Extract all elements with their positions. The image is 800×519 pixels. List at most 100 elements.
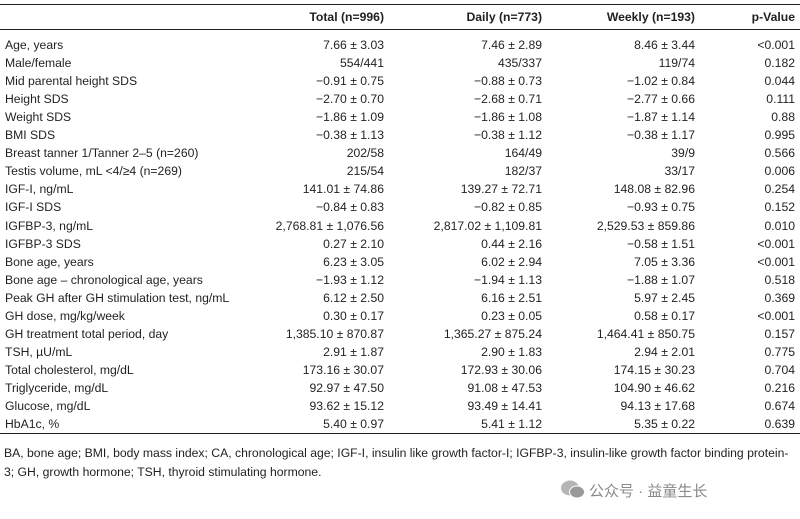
cell-value: 0.30 ± 0.17 [323,308,384,323]
cell-value: 0.775 [764,344,796,359]
cell-value: −1.02 ± 0.84 [626,74,695,89]
cell-value: 8.46 ± 3.44 [634,38,695,52]
cell-value: <0.001 [757,308,795,323]
cell-value: 5.40 ± 0.97 [323,417,384,432]
cell-value: 93.49 ± 14.41 [467,399,542,413]
row-label: HbA1c, % [5,417,60,432]
row-label: IGF-I SDS [5,200,62,215]
cell-value: <0.001 [757,254,795,269]
column-header: Daily (n=773) [466,10,542,24]
cell-value: 7.46 ± 2.89 [481,38,542,52]
cell-value: 104.90 ± 46.62 [613,380,695,395]
cell-value: 6.16 ± 2.51 [481,290,542,305]
row-label: IGFBP-3, ng/mL [5,218,94,233]
cell-value: 2,529.53 ± 859.86 [596,218,695,233]
cell-value: 148.08 ± 82.96 [613,182,695,197]
row-label: Age, years [5,38,64,52]
row-label: Breast tanner 1/Tanner 2–5 (n=260) [5,146,199,161]
cell-value: 1,464.41 ± 850.75 [596,326,695,341]
cell-value: 0.044 [764,74,796,89]
cell-value: 215/54 [346,164,384,179]
row-label: IGFBP-3 SDS [5,236,81,251]
cell-value: −0.88 ± 0.73 [473,74,542,89]
cell-value: 139.27 ± 72.71 [460,182,542,197]
row-label: GH treatment total period, day [5,326,169,341]
cell-value: 7.66 ± 3.03 [323,38,384,52]
cell-value: 1,385.10 ± 870.87 [285,326,384,341]
bottom-rule [0,433,800,434]
cell-value: 0.182 [764,56,796,71]
cell-value: 33/17 [664,164,696,179]
cell-value: 0.254 [764,182,796,197]
column-header: p-Value [751,10,795,24]
row-label: IGF-I, ng/mL [5,182,74,197]
cell-value: 0.010 [764,218,796,233]
row-label: TSH, µU/mL [5,344,73,359]
cell-value: 0.58 ± 0.17 [634,308,695,323]
top-rule [0,4,800,5]
cell-value: −2.77 ± 0.66 [626,92,695,107]
row-label: Glucose, mg/dL [5,399,91,413]
cell-value: 94.13 ± 17.68 [620,399,695,413]
cell-value: 0.006 [764,164,796,179]
cell-value: 0.369 [764,290,796,305]
cell-value: −1.86 ± 1.08 [473,110,542,125]
cell-value: 0.639 [764,417,796,432]
cell-value: 174.15 ± 30.23 [613,362,695,377]
column-header: Total (n=996) [309,10,384,24]
cell-value: 0.111 [766,92,795,107]
header-rule [0,29,800,30]
cell-value: 202/58 [346,146,384,161]
cell-value: 173.16 ± 30.07 [302,362,384,377]
cell-value: −0.82 ± 0.85 [473,200,542,215]
cell-value: 172.93 ± 30.06 [460,362,542,377]
cell-value: 5.41 ± 1.12 [481,417,542,432]
cell-value: −1.88 ± 1.07 [626,272,695,287]
cell-value: −0.38 ± 1.12 [473,128,542,143]
row-label: BMI SDS [5,128,56,143]
cell-value: −2.70 ± 0.70 [315,92,384,107]
row-label: Weight SDS [5,110,72,125]
cell-value: −1.87 ± 1.14 [626,110,695,125]
cell-value: 2,817.02 ± 1,109.81 [433,218,542,233]
cell-value: <0.001 [757,236,795,251]
cell-value: 91.08 ± 47.53 [467,380,542,395]
cell-value: −0.58 ± 1.51 [626,236,695,251]
cell-value: −0.93 ± 0.75 [626,200,695,215]
cell-value: 0.27 ± 2.10 [323,236,384,251]
cell-value: −0.38 ± 1.17 [626,128,695,143]
cell-value: 182/37 [504,164,542,179]
cell-value: 39/9 [671,146,695,161]
cell-value: 0.23 ± 0.05 [481,308,542,323]
cell-value: 6.12 ± 2.50 [323,290,384,305]
cell-value: 0.518 [764,272,796,287]
cell-value: 164/49 [504,146,542,161]
cell-value: 2.91 ± 1.87 [323,344,384,359]
cell-value: 2.94 ± 2.01 [634,344,695,359]
row-label: Bone age – chronological age, years [5,272,203,287]
row-label: Bone age, years [5,254,94,269]
cell-value: 6.02 ± 2.94 [481,254,542,269]
row-label: Mid parental height SDS [5,74,138,89]
cell-value: 0.88 [771,110,795,125]
cell-value: −0.91 ± 0.75 [315,74,384,89]
cell-value: 5.35 ± 0.22 [634,417,695,432]
cell-value: 0.995 [764,128,796,143]
row-label: Peak GH after GH stimulation test, ng/mL [5,290,230,305]
cell-value: −2.68 ± 0.71 [473,92,542,107]
cell-value: −1.93 ± 1.12 [315,272,384,287]
column-header: Weekly (n=193) [606,10,695,24]
footnote: BA, bone age; BMI, body mass index; CA, … [4,446,789,479]
row-label: Triglyceride, mg/dL [5,380,109,395]
watermark-icon [561,480,585,499]
cell-value: 0.152 [764,200,796,215]
row-label: Male/female [5,56,72,71]
cell-value: 141.01 ± 74.86 [302,182,384,197]
row-label: Height SDS [5,92,69,107]
cell-value: −1.86 ± 1.09 [315,110,384,125]
cell-value: 92.97 ± 47.50 [309,380,384,395]
cell-value: 7.05 ± 3.36 [634,254,695,269]
cell-value: <0.001 [757,38,795,52]
watermark: 公众号 · 益童生长 [589,483,708,500]
